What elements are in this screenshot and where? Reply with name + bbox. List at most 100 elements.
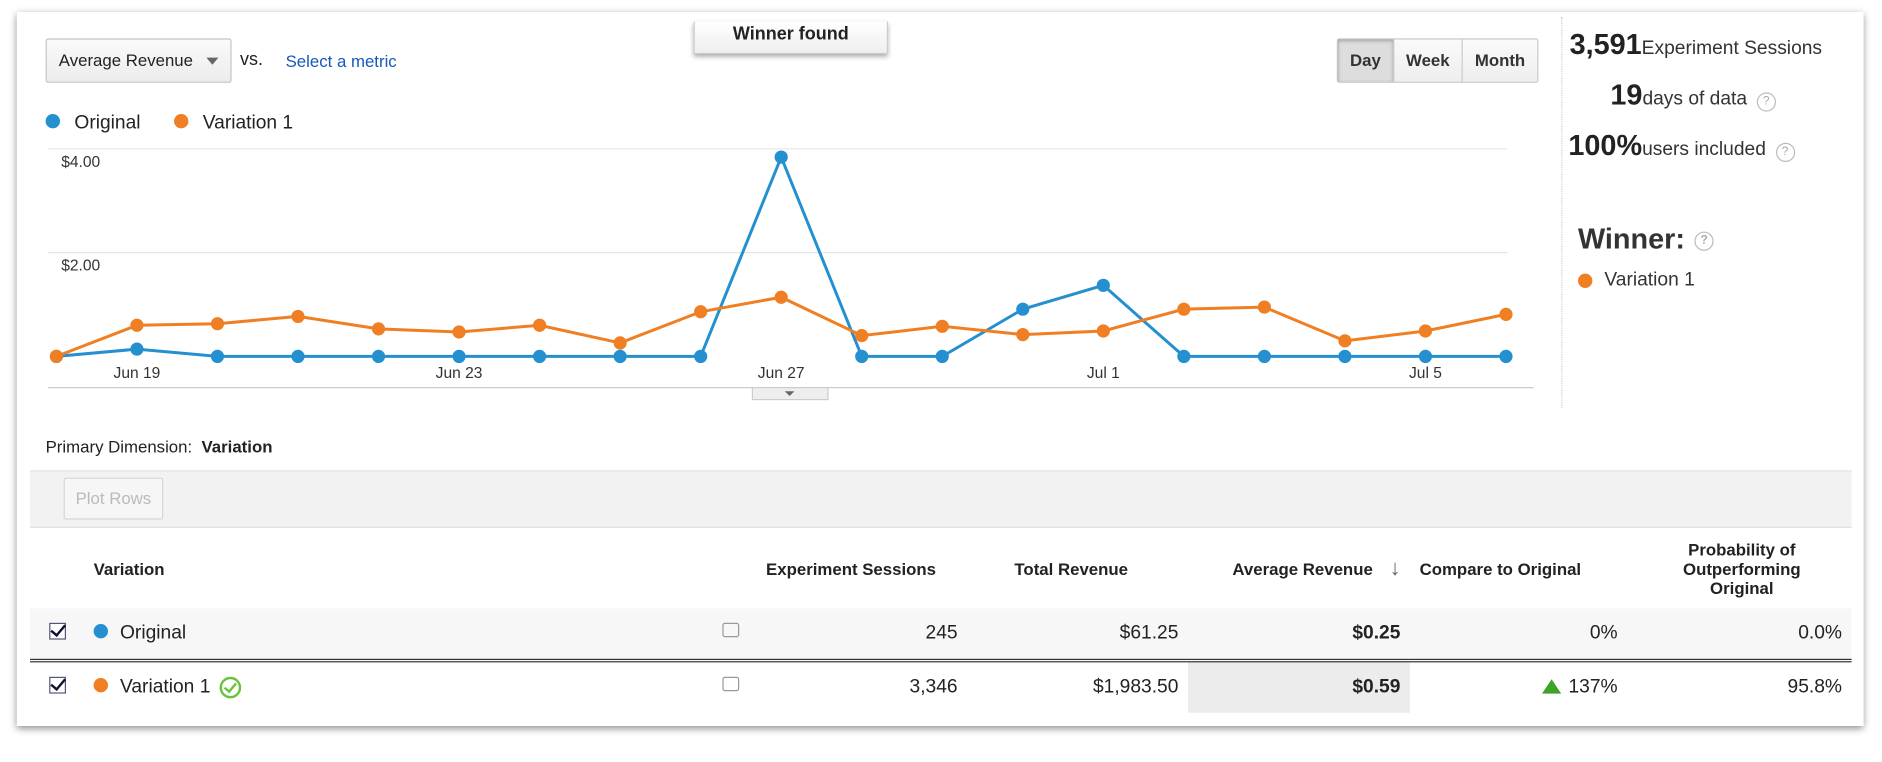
compare-icon[interactable]: [722, 676, 740, 692]
compare-cell: 137%: [1410, 661, 1632, 713]
data-point: [210, 317, 225, 331]
header: Compare to Original: [1419, 558, 1582, 578]
revenue-cell: $1,983.50: [1092, 676, 1179, 698]
chart: Original Variation 1 $4.00 $2.00 Jun 19 Jun 2…: [45, 112, 1534, 401]
plot-rows-button[interactable]: Plot Rows: [63, 477, 164, 520]
up-arrow: [1542, 679, 1562, 694]
vs-label: vs.: [240, 49, 264, 70]
data-point: [613, 336, 627, 350]
metric-dropdown[interactable]: Average Revenue: [45, 38, 232, 83]
data-point: [1499, 349, 1513, 363]
metric-label: Average Revenue: [58, 50, 193, 70]
help-icon[interactable]: ?: [1775, 142, 1795, 162]
data-point: [694, 349, 708, 363]
data-point: [1177, 349, 1191, 363]
data-point: [855, 329, 869, 343]
data-point: [1096, 324, 1110, 338]
compare-icon[interactable]: [722, 622, 740, 638]
primary-dimension: Primary Dimension: Variation: [46, 437, 273, 456]
data-point: [533, 318, 547, 332]
winner-title: Winner:?: [1578, 223, 1714, 257]
series-line: [55, 295, 1507, 358]
header[interactable]: Average Revenue ↓: [1188, 528, 1410, 609]
data-point: [1016, 302, 1030, 316]
checkbox-cell: [30, 661, 84, 713]
legend-label: Variation 1: [203, 112, 293, 133]
stat-value: 19: [1610, 79, 1643, 112]
checkbox[interactable]: [48, 676, 66, 693]
header: Variation: [93, 558, 165, 578]
variation-cell: Original: [84, 608, 756, 663]
header: Probability of Outperforming Original: [1683, 539, 1801, 597]
variation-cell: Variation 1: [84, 661, 756, 713]
data-point: [291, 309, 305, 324]
stat-label: days of data: [1642, 88, 1748, 110]
data-point: [855, 349, 869, 363]
week-button[interactable]: Week: [1394, 39, 1463, 82]
data-point: [371, 322, 386, 336]
variation-name: Variation 1: [120, 676, 211, 698]
stat-days: 19 days of data?: [1610, 79, 1776, 113]
header-text: Average Revenue: [1232, 559, 1373, 579]
data-point: [1418, 324, 1433, 338]
legend-dot: [45, 114, 61, 129]
header-row: Variation Experiment Sessions Total Reve…: [30, 528, 1852, 609]
stat-users: 100% users included?: [1568, 130, 1795, 164]
divider: [1561, 16, 1563, 409]
data-point: [1499, 307, 1513, 321]
data-point: [774, 150, 788, 164]
compare-value: 137%: [1568, 676, 1618, 698]
dimension-label: Primary Dimension:: [45, 436, 193, 457]
row-dot: [93, 678, 109, 693]
data-point: [613, 349, 627, 363]
day-button[interactable]: Day: [1338, 39, 1395, 82]
compare-cell: 0%: [1410, 608, 1633, 663]
collapse-caret: [784, 391, 795, 397]
table-row: Original 245 $61.25 $0.25 0% 0.0%: [30, 608, 1852, 663]
table-row: Variation 1 3,346 $1,983.50 $0.59 137% 95.8%: [30, 660, 1852, 713]
winner: Variation 1: [1578, 270, 1695, 292]
period-buttons: Day Week Month: [1336, 38, 1539, 83]
probability-cell: 95.8%: [1787, 676, 1843, 698]
sessions-cell: 3,346: [909, 676, 958, 698]
data-point: [291, 349, 305, 363]
y-tick-label: $2.00: [61, 258, 100, 275]
winner-dot: [1578, 273, 1593, 288]
results-table: Variation Experiment Sessions Total Reve…: [30, 528, 1852, 713]
data-point: [452, 349, 466, 363]
sessions-cell: 245: [756, 608, 973, 663]
month-button[interactable]: Month: [1462, 39, 1538, 82]
toolbar: [30, 470, 1852, 528]
data-point: [371, 349, 386, 363]
stat-label: users included: [1642, 139, 1766, 160]
legend-label: Original: [74, 112, 140, 133]
data-point: [130, 318, 144, 332]
checkbox[interactable]: [48, 622, 66, 639]
data-point: [935, 349, 949, 363]
help-icon[interactable]: ?: [1694, 231, 1714, 251]
winner-title-text: Winner:: [1578, 223, 1685, 256]
data-point: [49, 349, 64, 363]
avg-revenue-cell: $0.59: [1188, 660, 1410, 713]
select-metric-link[interactable]: Select a metric: [285, 51, 397, 71]
checkbox-cell: [30, 608, 85, 663]
data-point: [533, 349, 547, 363]
stat-label: Experiment Sessions: [1641, 38, 1823, 59]
winner-banner: Winner found: [693, 21, 889, 55]
data-point: [210, 349, 225, 363]
winner-check: [219, 676, 242, 699]
data-point: [694, 305, 708, 319]
data-point: [1096, 278, 1110, 292]
x-tick-label: Jul 5: [1409, 365, 1442, 382]
legend-dot: [174, 114, 189, 129]
compare-value: 0%: [1589, 622, 1618, 644]
data-point: [774, 290, 788, 304]
series-line: [56, 153, 1507, 358]
data-point: [1257, 349, 1271, 363]
stat-value: 3,591: [1569, 28, 1642, 62]
revenue-cell: $61.25: [972, 608, 1188, 663]
data-point: [1418, 349, 1433, 363]
help-icon[interactable]: ?: [1756, 92, 1776, 112]
probability-cell: 0.0%: [1632, 608, 1852, 663]
